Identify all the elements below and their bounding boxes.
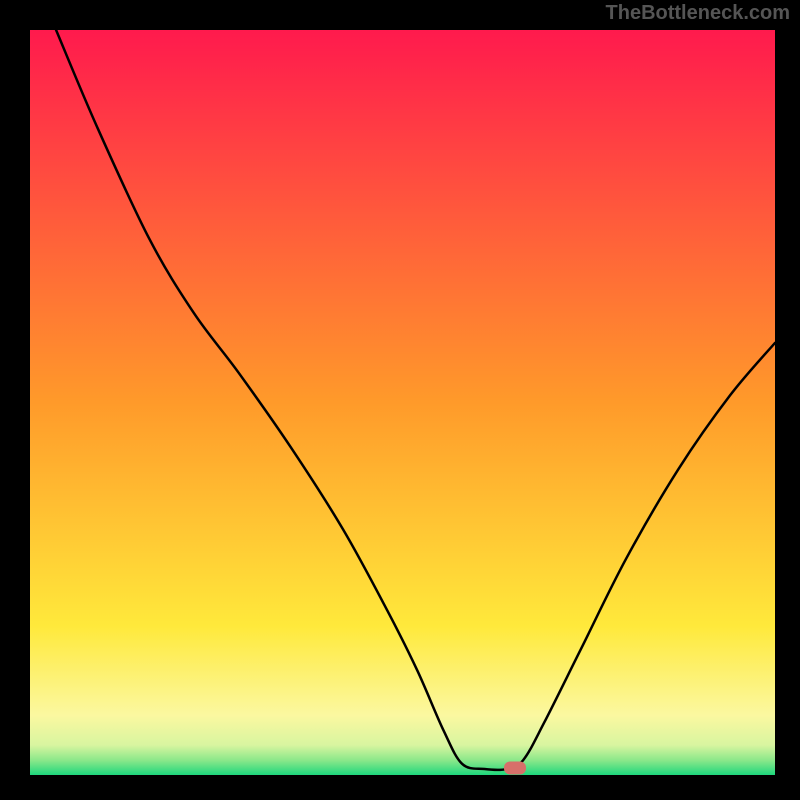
optimum-marker (504, 761, 526, 774)
bottleneck-curve-svg (30, 30, 775, 775)
watermark-text: TheBottleneck.com (606, 2, 790, 25)
gradient-plot-area (30, 30, 775, 775)
bottleneck-curve (56, 30, 775, 770)
